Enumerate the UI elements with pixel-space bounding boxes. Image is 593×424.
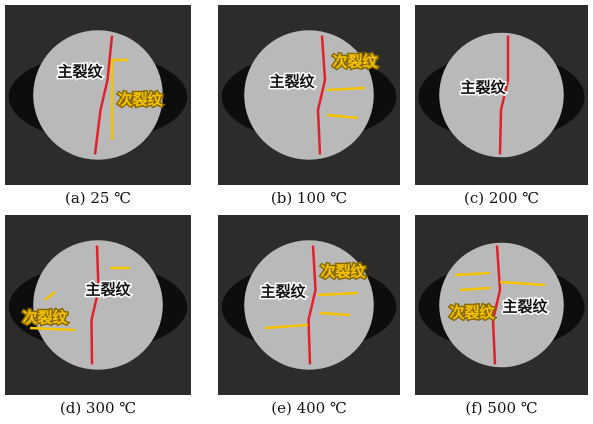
caption: (e) 400 ℃ [271, 399, 347, 417]
crack-label: 次裂纹 [320, 263, 366, 281]
crack-label: 主裂纹 [57, 63, 103, 81]
crack-label: 次裂纹 [332, 53, 378, 71]
crack-label: 主裂纹 [260, 283, 306, 301]
crack-label: 主裂纹 [502, 298, 548, 316]
crack-label: 主裂纹 [85, 281, 131, 299]
caption: (a) 25 ℃ [65, 189, 131, 207]
specimen [244, 30, 374, 160]
figure: 主裂纹次裂纹(a) 25 ℃次裂纹主裂纹(b) 100 ℃主裂纹(c) 200 … [0, 0, 593, 424]
caption: (c) 200 ℃ [464, 189, 539, 207]
crack-label: 主裂纹 [269, 73, 315, 91]
crack-label: 次裂纹 [117, 91, 163, 109]
crack-label: 次裂纹 [449, 304, 495, 322]
crack-label: 次裂纹 [22, 309, 68, 327]
caption: (b) 100 ℃ [271, 189, 347, 207]
caption: (d) 300 ℃ [60, 399, 136, 417]
caption: (f) 500 ℃ [465, 399, 537, 417]
crack-label: 主裂纹 [460, 79, 506, 97]
